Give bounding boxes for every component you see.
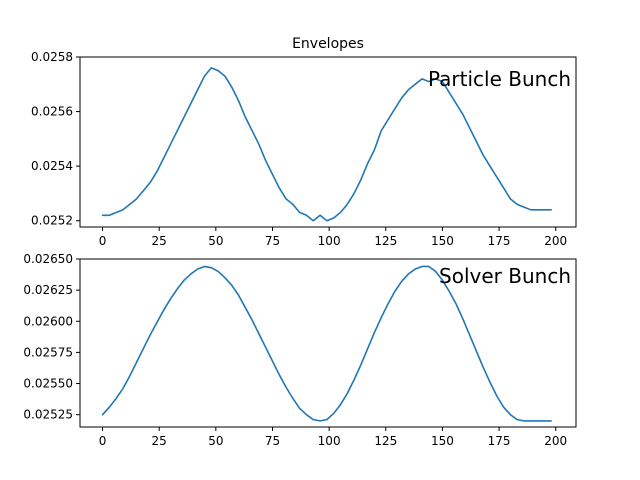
x-tick-label: 100: [318, 234, 341, 248]
x-tick-label: 25: [152, 434, 167, 448]
x-tick-label: 0: [99, 234, 107, 248]
plot-frame: [79, 258, 577, 428]
x-tick-label: 50: [208, 434, 223, 448]
y-tick-label: 0.0256: [31, 105, 73, 119]
x-tick-label: 175: [488, 234, 511, 248]
y-tick-label: 0.02550: [23, 377, 73, 391]
x-tick-label: 75: [265, 434, 280, 448]
x-tick-label: 100: [318, 434, 341, 448]
bottom-subplot: 0 25 50 75 100 125 150 175 200 0.02525 0.02550 0.02…: [23, 252, 577, 448]
series-line-0: [101, 67, 552, 222]
plot-frame: [79, 56, 577, 228]
x-tick-label: 200: [544, 234, 567, 248]
x-tick-label: 150: [431, 234, 454, 248]
x-tick-label: 200: [544, 434, 567, 448]
y-tick-label: 0.0258: [31, 50, 73, 64]
y-tick-label: 0.02525: [23, 408, 73, 422]
chart-title: Envelopes: [292, 36, 364, 52]
y-tick-label: 0.0254: [31, 159, 73, 173]
x-tick-label: 75: [265, 234, 280, 248]
x-tick-label: 175: [488, 434, 511, 448]
series-annotation: Solver Bunch: [439, 264, 571, 288]
x-tick-label: 0: [99, 434, 107, 448]
series-line-0: [101, 265, 552, 422]
top-subplot: 0 25 50 75 100 125 150 175 200 0.0252 0.0254 0.0256…: [31, 50, 577, 248]
x-tick-label: 125: [374, 434, 397, 448]
y-tick-label: 0.02650: [23, 252, 73, 266]
series-annotation: Particle Bunch: [428, 67, 571, 91]
y-tick-label: 0.02575: [23, 345, 73, 359]
x-tick-label: 125: [374, 234, 397, 248]
x-tick-label: 150: [431, 434, 454, 448]
y-tick-label: 0.0252: [31, 214, 73, 228]
y-tick-label: 0.02600: [23, 314, 73, 328]
x-tick-label: 25: [152, 234, 167, 248]
y-tick-label: 0.02625: [23, 283, 73, 297]
x-tick-label: 50: [208, 234, 223, 248]
